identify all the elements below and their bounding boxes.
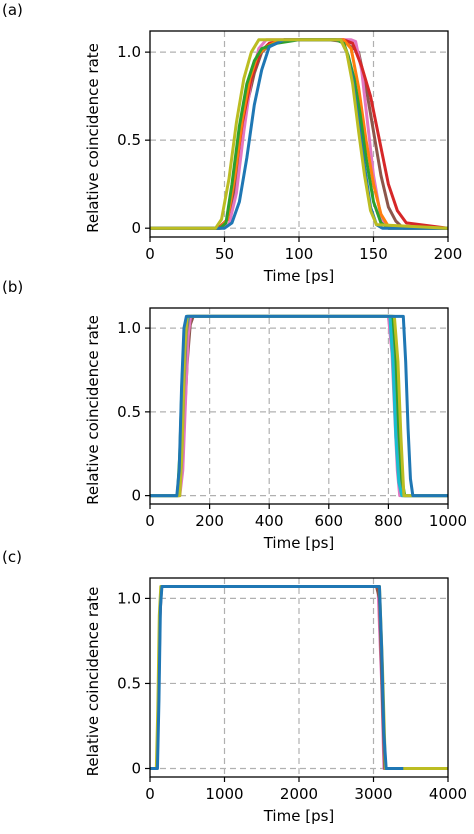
series-line-4 [150, 585, 404, 770]
y-tick-label: 0.5 [117, 674, 141, 692]
y-tick-label: 0 [131, 759, 141, 777]
x-tick-label: 4000 [429, 785, 467, 803]
y-tick-label: 1.0 [117, 319, 141, 337]
x-tick-label: 0 [145, 245, 155, 263]
x-tick-label: 0 [145, 785, 155, 803]
panel-label: (a) [2, 1, 23, 19]
chart-panel-2: 0 200 400 600 800 1000 0 0.5 1.0 Time [ps] Relativ… [2, 278, 467, 552]
series-group [150, 38, 448, 230]
panel-label: (b) [2, 278, 23, 296]
x-axis-label: Time [ps] [263, 534, 335, 552]
y-axis-label: Relative coincidence rate [84, 43, 102, 233]
x-tick-label: 200 [434, 245, 463, 263]
x-tick-label: 0 [145, 512, 155, 530]
x-tick-label: 1000 [429, 512, 467, 530]
y-tick-label: 0 [131, 487, 141, 505]
x-tick-label: 100 [285, 245, 314, 263]
y-axis-label: Relative coincidence rate [84, 587, 102, 777]
x-tick-label: 150 [359, 245, 388, 263]
y-tick-label: 0.5 [117, 403, 141, 421]
x-tick-label: 400 [255, 512, 284, 530]
y-tick-label: 1.0 [117, 589, 141, 607]
plot-frame [149, 577, 449, 778]
chart-panel-1: 0 50 100 150 200 0 0.5 1.0 Time [ps] Relative coi… [2, 1, 462, 285]
y-axis-label: Relative coincidence rate [84, 315, 102, 505]
x-axis-label: Time [ps] [263, 807, 335, 825]
series-group [150, 314, 448, 498]
x-tick-label: 800 [374, 512, 403, 530]
series-line-7 [150, 38, 448, 230]
x-tick-label: 200 [195, 512, 224, 530]
x-tick-label: 1000 [205, 785, 243, 803]
series-group [150, 585, 448, 770]
y-tick-label: 0 [131, 219, 141, 237]
panel-label: (c) [2, 548, 22, 566]
series-line-7 [150, 314, 448, 498]
y-tick-label: 1.0 [117, 43, 141, 61]
x-axis-label: Time [ps] [263, 267, 335, 285]
y-tick-label: 0.5 [117, 131, 141, 149]
x-tick-label: 50 [215, 245, 234, 263]
x-tick-label: 2000 [280, 785, 318, 803]
plot-frame [149, 307, 449, 505]
x-tick-label: 600 [314, 512, 343, 530]
x-tick-label: 3000 [354, 785, 392, 803]
chart-panel-3: 0 1000 2000 3000 4000 0 0.5 1.0 Time [ps] Relativ… [2, 548, 467, 825]
